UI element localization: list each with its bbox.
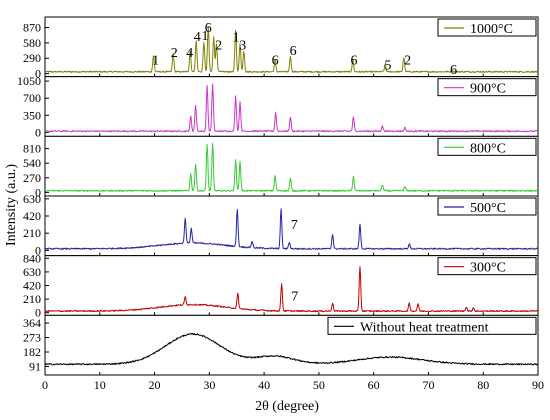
series-line xyxy=(45,332,539,366)
x-tick-label: 90 xyxy=(532,378,544,392)
y-tick-label: 630 xyxy=(23,265,41,279)
series-line xyxy=(44,208,539,250)
peak-annotation: 5 xyxy=(384,58,391,73)
legend-box xyxy=(437,18,537,37)
y-tick-label: 840 xyxy=(23,251,41,265)
y-tick-label: 700 xyxy=(23,91,41,105)
peak-annotation: 6 xyxy=(290,44,297,59)
series-line xyxy=(44,83,539,133)
legend-label: Without heat treatment xyxy=(360,320,489,335)
y-tick-label: 0 xyxy=(35,67,41,81)
series-line xyxy=(44,26,539,73)
y-tick-label: 350 xyxy=(23,108,41,122)
series-line xyxy=(44,266,539,313)
peak-annotation: 7 xyxy=(291,218,298,233)
peak-annotation: 1 xyxy=(201,29,208,44)
peak-annotation: 6 xyxy=(350,54,357,69)
y-tick-label: 0 xyxy=(35,243,41,257)
y-tick-label: 0 xyxy=(35,306,41,320)
x-tick-label: 50 xyxy=(313,378,325,392)
y-tick-label: 810 xyxy=(23,142,41,156)
y-tick-label: 540 xyxy=(23,156,41,170)
peak-annotation: 6 xyxy=(205,21,212,36)
peak-annotation: 6 xyxy=(450,63,457,78)
x-tick-label: 60 xyxy=(368,378,380,392)
y-tick-label: 270 xyxy=(23,171,41,185)
y-tick-label: 0 xyxy=(35,125,41,139)
peak-annotation: 7 xyxy=(291,290,298,305)
y-tick-label: 630 xyxy=(23,192,41,206)
y-tick-label: 210 xyxy=(23,292,41,306)
legend-box xyxy=(437,197,537,216)
y-tick-label: 580 xyxy=(23,36,41,50)
y-tick-label: 1050 xyxy=(17,74,41,88)
x-tick-label: 30 xyxy=(203,378,215,392)
peak-annotation: 3 xyxy=(239,38,246,53)
peak-annotation: 2 xyxy=(215,38,222,53)
peak-annotation: 4 xyxy=(194,30,201,45)
y-tick-label: 364 xyxy=(23,316,41,330)
legend-label: 1000°C xyxy=(470,22,513,37)
legend-label: 900°C xyxy=(470,82,506,97)
peak-annotation: 4 xyxy=(186,46,193,61)
y-tick-label: 420 xyxy=(23,279,41,293)
y-tick-label: 870 xyxy=(23,20,41,34)
peak-annotation: 6 xyxy=(272,54,279,69)
x-tick-label: 10 xyxy=(94,378,106,392)
peak-annotation: 2 xyxy=(171,46,178,61)
panel-3: 0 210 420 630 500°C 7 xyxy=(23,192,539,257)
peak-annotation: 1 xyxy=(233,31,240,46)
series-line xyxy=(44,142,539,192)
legend-box xyxy=(327,316,537,335)
panel-1: 0 350 700 1050 900°C xyxy=(17,74,539,139)
x-tick-label: 20 xyxy=(149,378,161,392)
y-tick-label: 290 xyxy=(23,51,41,65)
legend-box xyxy=(437,78,537,97)
x-axis-title: 2θ (degree) xyxy=(255,399,319,414)
legend-label: 300°C xyxy=(470,261,506,276)
y-tick-label: 420 xyxy=(23,209,41,223)
legend-label: 800°C xyxy=(470,141,506,156)
y-tick-label: 182 xyxy=(23,345,41,359)
legend-box xyxy=(437,137,537,156)
peak-annotation: 2 xyxy=(404,54,411,69)
y-tick-label: 91 xyxy=(29,359,41,373)
x-axis: 0 10 20 30 40 50 60 70 80 90 xyxy=(42,378,544,392)
y-axis-title: Intensity (a.u.) xyxy=(4,164,19,246)
x-tick-label: 70 xyxy=(422,378,434,392)
y-tick-label: 0 xyxy=(35,185,41,199)
y-tick-label: 210 xyxy=(23,226,41,240)
x-tick-label: 0 xyxy=(42,378,48,392)
y-tick-label: 273 xyxy=(23,331,41,345)
x-tick-label: 40 xyxy=(258,378,270,392)
legend-label: 500°C xyxy=(470,201,506,216)
peak-annotation: 1 xyxy=(152,54,159,69)
legend-box xyxy=(437,257,537,276)
x-tick-label: 80 xyxy=(477,378,489,392)
